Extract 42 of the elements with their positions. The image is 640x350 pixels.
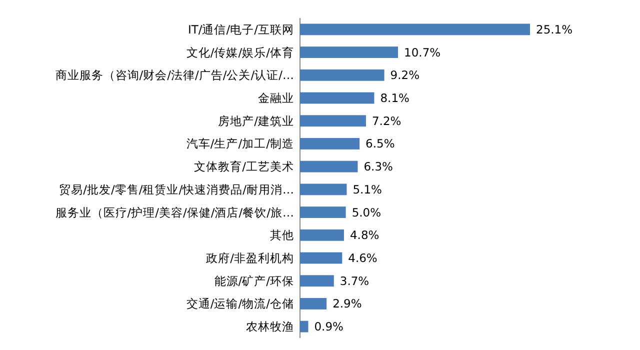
data-label: 2.9% bbox=[332, 296, 362, 311]
y-tick-label: 交通/运输/物流/仓储 bbox=[186, 296, 294, 311]
y-tick-label: 能源/矿产/环保 bbox=[214, 274, 294, 288]
bar bbox=[300, 69, 384, 81]
y-tick-label: 房地产/建筑业 bbox=[218, 114, 294, 128]
bar bbox=[300, 184, 347, 196]
data-label: 9.2% bbox=[390, 68, 420, 82]
data-label: 10.7% bbox=[404, 45, 441, 60]
y-tick-label: 汽车/生产/加工/制造 bbox=[186, 136, 294, 151]
data-label: 7.2% bbox=[372, 114, 402, 128]
data-label: 4.6% bbox=[348, 251, 378, 265]
y-tick-label: 贸易/批发/零售/租赁业/快速消费品/耐用消… bbox=[59, 182, 294, 196]
y-tick-label: 其他 bbox=[270, 228, 294, 242]
data-label: 5.1% bbox=[352, 182, 382, 196]
data-label: 4.8% bbox=[350, 228, 380, 242]
y-tick-label: 金融业 bbox=[258, 91, 294, 105]
y-tick-label: 文体教育/工艺美术 bbox=[194, 160, 294, 174]
data-label: 3.7% bbox=[340, 274, 370, 288]
bar bbox=[300, 115, 366, 127]
bar bbox=[300, 24, 530, 36]
bar bbox=[300, 46, 398, 58]
y-tick-label: 文化/传媒/娱乐/体育 bbox=[186, 45, 294, 60]
bar bbox=[300, 298, 327, 310]
y-tick-label: 服务业（医疗/护理/美容/保健/酒店/餐饮/旅… bbox=[55, 205, 294, 220]
data-label: 5.0% bbox=[352, 205, 382, 220]
data-label: 25.1% bbox=[536, 22, 573, 36]
bar bbox=[300, 229, 344, 241]
y-tick-label: 农林牧渔 bbox=[246, 320, 294, 334]
bar bbox=[300, 160, 358, 172]
bar bbox=[300, 252, 342, 264]
y-tick-label: 商业服务（咨询/财会/法律/广告/公关/认证/… bbox=[55, 68, 294, 82]
data-label: 6.5% bbox=[366, 136, 395, 151]
data-label: 8.1% bbox=[380, 91, 410, 105]
bar bbox=[300, 275, 334, 287]
y-tick-label: IT/通信/电子/互联网 bbox=[188, 22, 294, 36]
data-label: 6.3% bbox=[364, 160, 394, 174]
bar bbox=[300, 92, 374, 104]
y-tick-label: 政府/非盈利机构 bbox=[206, 251, 294, 265]
bar bbox=[300, 138, 360, 150]
bar bbox=[300, 206, 346, 218]
bar bbox=[300, 320, 308, 332]
data-label: 0.9% bbox=[314, 320, 344, 334]
